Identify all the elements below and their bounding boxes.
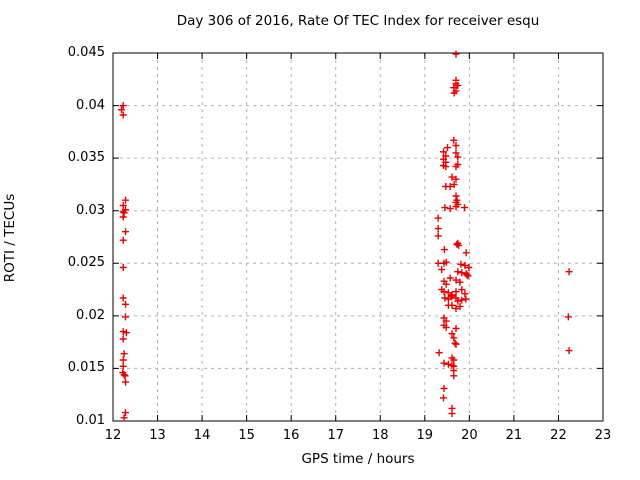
y-tick-label: 0.04: [76, 97, 105, 113]
y-tick-label: 0.035: [67, 150, 105, 166]
scatter-points: [118, 50, 573, 422]
x-tick-label: 15: [238, 428, 255, 443]
x-tick-label: 13: [149, 428, 166, 443]
y-tick-label: 0.025: [67, 255, 105, 271]
chart-title: Day 306 of 2016, Rate Of TEC Index for r…: [176, 13, 540, 29]
x-tick-label: 21: [505, 428, 523, 443]
y-tick-label: 0.03: [76, 202, 105, 218]
x-tick-label: 23: [594, 428, 612, 443]
x-tick-label: 19: [416, 428, 434, 443]
x-axis-label: GPS time / hours: [301, 451, 415, 467]
plot-frame: [112, 52, 604, 422]
x-tick-label: 14: [193, 428, 211, 443]
y-tick-label: 0.01: [76, 413, 105, 428]
axis-ticks: [112, 52, 604, 422]
x-tick-label: 12: [104, 428, 122, 443]
y-tick-label: 0.015: [67, 360, 105, 376]
x-tick-label: 20: [461, 428, 478, 443]
y-tick-label: 0.045: [67, 45, 105, 60]
x-tick-label: 16: [282, 428, 300, 443]
x-tick-label: 17: [327, 428, 344, 443]
grid-lines: [112, 52, 604, 422]
y-tick-label: 0.02: [76, 307, 105, 323]
x-tick-label: 22: [550, 428, 567, 443]
x-tick-label: 18: [371, 428, 389, 443]
